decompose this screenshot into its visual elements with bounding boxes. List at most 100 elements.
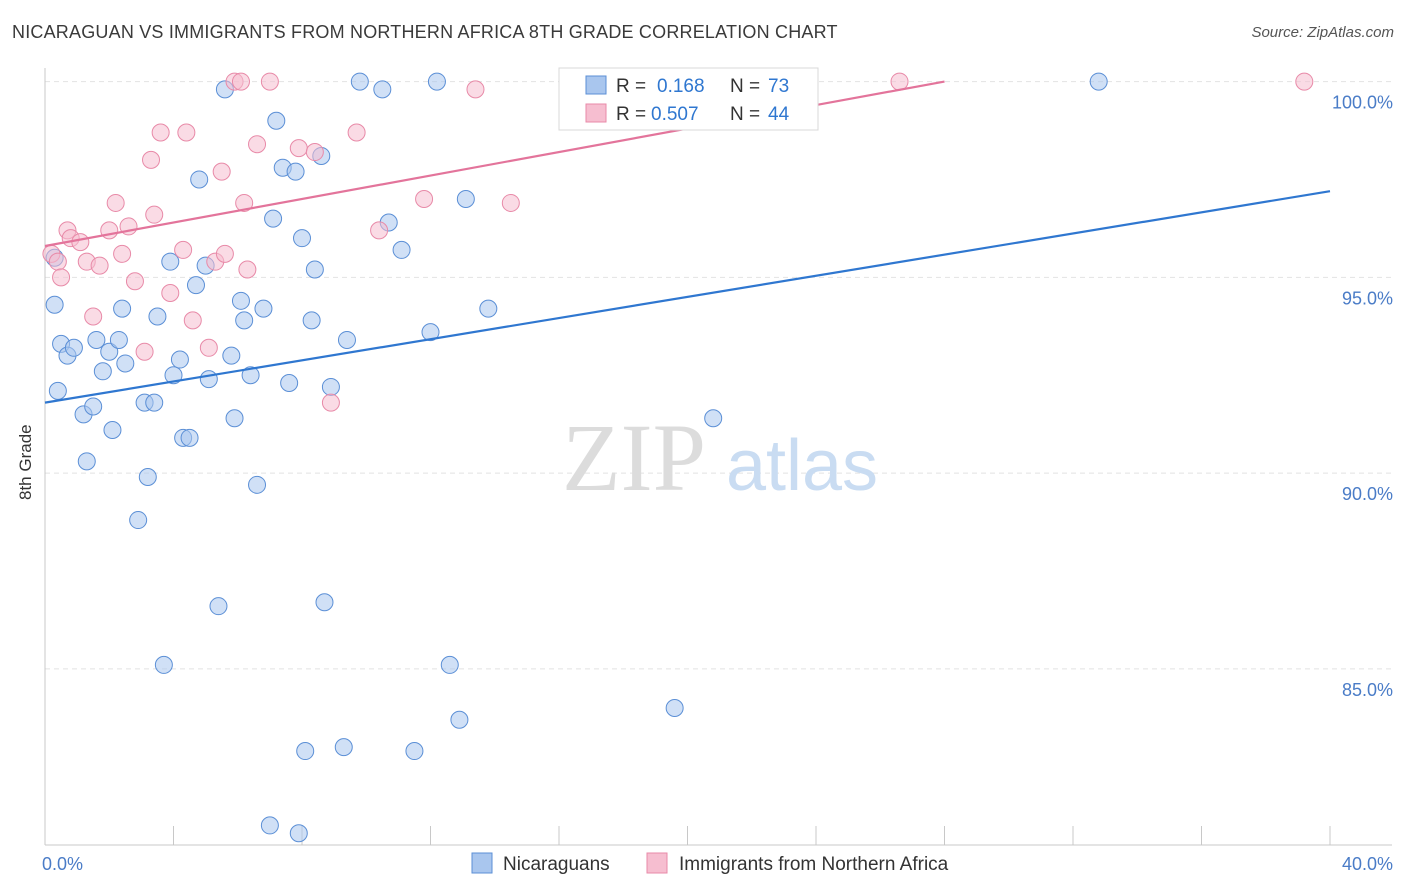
nicaraguan-point	[248, 475, 267, 494]
nicaraguan-point	[392, 240, 411, 259]
nicaraguan-point	[235, 311, 254, 330]
nicaraguan-point	[186, 276, 205, 295]
nicaraguan-point	[64, 338, 83, 357]
immigrant-point	[415, 190, 434, 209]
nicaraguan-point	[405, 742, 424, 761]
immigrant-point	[215, 244, 234, 263]
bottom-legend-label-immigrants: Immigrants from Northern Africa	[679, 854, 949, 875]
legend-n-label-1: N =	[730, 76, 760, 97]
nicaraguan-point	[302, 311, 321, 330]
immigrant-point	[466, 80, 485, 99]
nicaraguan-point	[190, 170, 209, 189]
immigrant-point	[890, 72, 909, 91]
tick-labels: 85.0% 90.0% 95.0% 100.0% 0.0% 40.0%	[42, 93, 1393, 874]
nicaraguan-point	[260, 816, 279, 835]
nicaraguan-point	[222, 346, 241, 365]
nicaraguan-point	[321, 377, 340, 396]
nicaraguan-point	[199, 370, 218, 389]
nicaraguan-point	[45, 295, 64, 314]
legend-swatch-nicaraguans	[585, 75, 607, 95]
chart-title: NICARAGUAN VS IMMIGRANTS FROM NORTHERN A…	[12, 22, 838, 42]
immigrant-point	[71, 233, 90, 252]
immigrant-point	[235, 193, 254, 212]
watermark: ZIP atlas	[562, 404, 878, 511]
nicaraguan-point	[170, 350, 189, 369]
immigrant-point	[48, 252, 67, 271]
y-tick-label: 90.0%	[1342, 484, 1393, 504]
legend-r-label-1: R =	[616, 76, 646, 97]
immigrant-point	[52, 268, 71, 287]
x-tick-label-min: 0.0%	[42, 854, 83, 874]
legend-r-value-2: 0.507	[651, 104, 699, 125]
nicaraguan-point	[241, 366, 260, 385]
bottom-legend: Nicaraguans Immigrants from Northern Afr…	[471, 852, 949, 875]
nicaraguan-point	[87, 330, 106, 349]
immigrant-point	[183, 311, 202, 330]
immigrant-point	[90, 256, 109, 275]
nicaraguan-point	[334, 738, 353, 757]
nicaraguan-point	[225, 409, 244, 428]
immigrant-point	[161, 283, 180, 302]
nicaraguan-point	[289, 824, 308, 843]
immigrant-point	[174, 240, 193, 259]
immigrant-point	[1295, 72, 1314, 91]
y-tick-label: 85.0%	[1342, 680, 1393, 700]
y-tick-label: 100.0%	[1332, 93, 1393, 113]
nicaraguan-point	[109, 330, 128, 349]
nicaraguan-trend-line	[44, 190, 1331, 404]
source-label: Source: ZipAtlas.com	[1251, 24, 1394, 41]
nicaraguan-point	[145, 393, 164, 412]
watermark-zip: ZIP	[562, 404, 706, 511]
immigrant-point	[135, 342, 154, 361]
axes	[44, 68, 1392, 846]
legend-swatch-immigrants	[585, 103, 607, 123]
nicaraguan-point	[305, 260, 324, 279]
nicaraguan-point	[93, 362, 112, 381]
immigrant-point	[501, 193, 520, 212]
nicaraguan-point	[456, 190, 475, 209]
legend-n-label-2: N =	[730, 104, 760, 125]
nicaraguan-point	[48, 381, 67, 400]
watermark-atlas: atlas	[726, 426, 878, 506]
nicaraguan-point	[116, 354, 135, 373]
immigrant-point	[289, 139, 308, 158]
immigrant-point	[125, 272, 144, 291]
nicaraguan-point	[164, 366, 183, 385]
x-tick-label-max: 40.0%	[1342, 854, 1393, 874]
nicaraguan-point	[103, 421, 122, 440]
bottom-legend-label-nicaraguans: Nicaraguans	[503, 854, 610, 875]
immigrant-point	[177, 123, 196, 142]
nicaraguan-point	[264, 209, 283, 228]
nicaraguan-point	[77, 452, 96, 471]
nicaraguan-point	[154, 655, 173, 674]
nicaraguan-point	[286, 162, 305, 181]
y-tick-label: 95.0%	[1342, 288, 1393, 308]
nicaraguan-point	[665, 698, 684, 717]
bottom-legend-swatch-immigrants	[646, 852, 668, 874]
immigrant-point	[370, 221, 389, 240]
immigrant-point	[238, 260, 257, 279]
nicaraguan-point	[180, 428, 199, 447]
data-points	[42, 72, 1314, 843]
nicaraguan-point	[84, 397, 103, 416]
nicaraguan-point	[450, 710, 469, 729]
nicaraguan-point	[231, 291, 250, 310]
nicaraguan-point	[280, 374, 299, 393]
legend-n-value-2: 44	[768, 104, 790, 125]
nicaraguan-point	[296, 742, 315, 761]
nicaraguan-point	[315, 593, 334, 612]
immigrant-point	[305, 143, 324, 162]
nicaraguan-point	[373, 80, 392, 99]
nicaraguan-point	[293, 229, 311, 248]
nicaraguan-point	[209, 597, 228, 616]
nicaraguan-point	[113, 299, 132, 318]
immigrant-point	[84, 307, 103, 326]
immigrant-point	[113, 244, 132, 263]
nicaraguan-point	[100, 342, 119, 361]
legend-r-label-2: R =	[616, 104, 646, 125]
immigrant-point	[231, 72, 250, 91]
nicaraguan-point	[138, 467, 157, 486]
nicaraguan-point	[427, 72, 446, 91]
nicaraguan-point	[421, 323, 440, 342]
nicaraguan-point	[148, 307, 167, 326]
